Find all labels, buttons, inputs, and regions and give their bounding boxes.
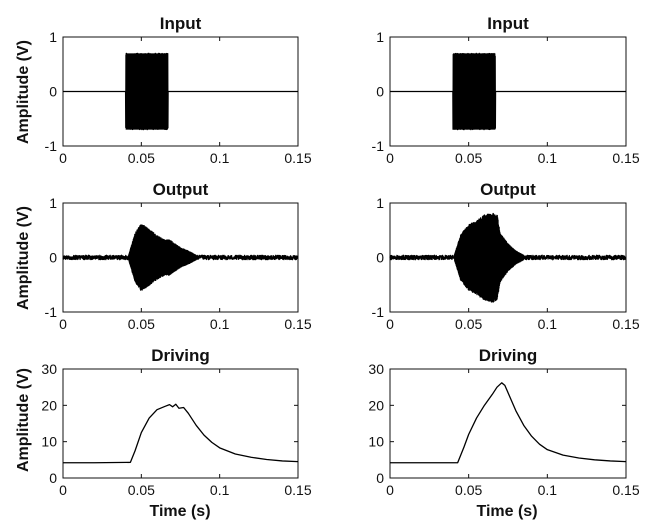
- y-tick-label: 20: [41, 397, 57, 413]
- y-tick-label: 0: [49, 250, 57, 266]
- x-tick-label: 0: [386, 150, 394, 166]
- xlabel-left: Time (s): [149, 503, 210, 520]
- x-tick-label: 0: [386, 316, 394, 332]
- ylabel-row-2: Amplitude (V): [15, 206, 32, 310]
- y-tick-label: -1: [372, 304, 385, 320]
- x-tick-label: 0.1: [538, 316, 558, 332]
- series-line: [390, 382, 627, 464]
- x-tick-label: 0: [59, 150, 67, 166]
- x-tick-label: 0.05: [128, 316, 155, 332]
- x-tick-label: 0.1: [210, 150, 230, 166]
- x-tick-label: 0.15: [612, 316, 639, 332]
- x-tick-label: 0.05: [128, 150, 155, 166]
- panel-title: Driving: [151, 346, 210, 365]
- series-line: [63, 403, 299, 464]
- panel-driving-right: Driving 0 0.05 0.1 0.15 0 10 20 30: [368, 346, 639, 498]
- y-tick-label: 10: [368, 434, 384, 450]
- y-tick-label: 0: [376, 470, 384, 486]
- y-tick-label: 0: [376, 250, 384, 266]
- x-tick-label: 0.15: [284, 482, 311, 498]
- y-tick-label: 0: [49, 470, 57, 486]
- y-tick-label: 1: [376, 195, 384, 211]
- y-tick-label: 1: [49, 29, 57, 45]
- y-tick-label: 10: [41, 434, 57, 450]
- panel-title: Driving: [479, 346, 538, 365]
- series-line: [62, 224, 299, 291]
- axes-frame: [389, 368, 627, 479]
- y-tick-label: 30: [368, 361, 384, 377]
- x-tick-label: 0.15: [284, 150, 311, 166]
- y-tick-label: 1: [376, 29, 384, 45]
- x-tick-label: 0: [59, 316, 67, 332]
- y-tick-label: -1: [372, 138, 385, 154]
- x-tick-label: 0: [386, 482, 394, 498]
- x-tick-label: 0.1: [538, 482, 558, 498]
- x-tick-label: 0.15: [284, 316, 311, 332]
- panel-driving-left: Driving 0 0.05 0.1 0.15 0 10 20 30: [41, 346, 311, 498]
- y-tick-label: 1: [49, 195, 57, 211]
- y-tick-label: 0: [376, 84, 384, 100]
- x-tick-label: 0.05: [455, 150, 482, 166]
- panel-title: Input: [160, 14, 202, 33]
- x-tick-label: 0.1: [538, 150, 558, 166]
- ylabel-row-3: Amplitude (V): [15, 368, 32, 472]
- x-tick-label: 0: [59, 482, 67, 498]
- y-tick-label: -1: [45, 138, 58, 154]
- x-tick-label: 0.15: [612, 482, 639, 498]
- series-line: [389, 52, 627, 131]
- ylabel-row-1: Amplitude (V): [15, 40, 32, 144]
- series-line: [62, 52, 299, 131]
- panel-title: Input: [487, 14, 529, 33]
- x-tick-label: 0.1: [210, 316, 230, 332]
- x-tick-label: 0.15: [612, 150, 639, 166]
- x-tick-label: 0.05: [128, 482, 155, 498]
- y-tick-label: 20: [368, 397, 384, 413]
- series-line: [389, 212, 627, 303]
- axes-frame: [62, 368, 299, 479]
- y-tick-label: 0: [49, 84, 57, 100]
- xlabel-right: Time (s): [476, 503, 537, 520]
- y-tick-label: -1: [45, 304, 58, 320]
- panel-title: Output: [153, 180, 209, 199]
- y-tick-label: 30: [41, 361, 57, 377]
- x-tick-label: 0.05: [455, 482, 482, 498]
- x-tick-label: 0.1: [210, 482, 230, 498]
- panel-title: Output: [480, 180, 536, 199]
- x-tick-label: 0.05: [455, 316, 482, 332]
